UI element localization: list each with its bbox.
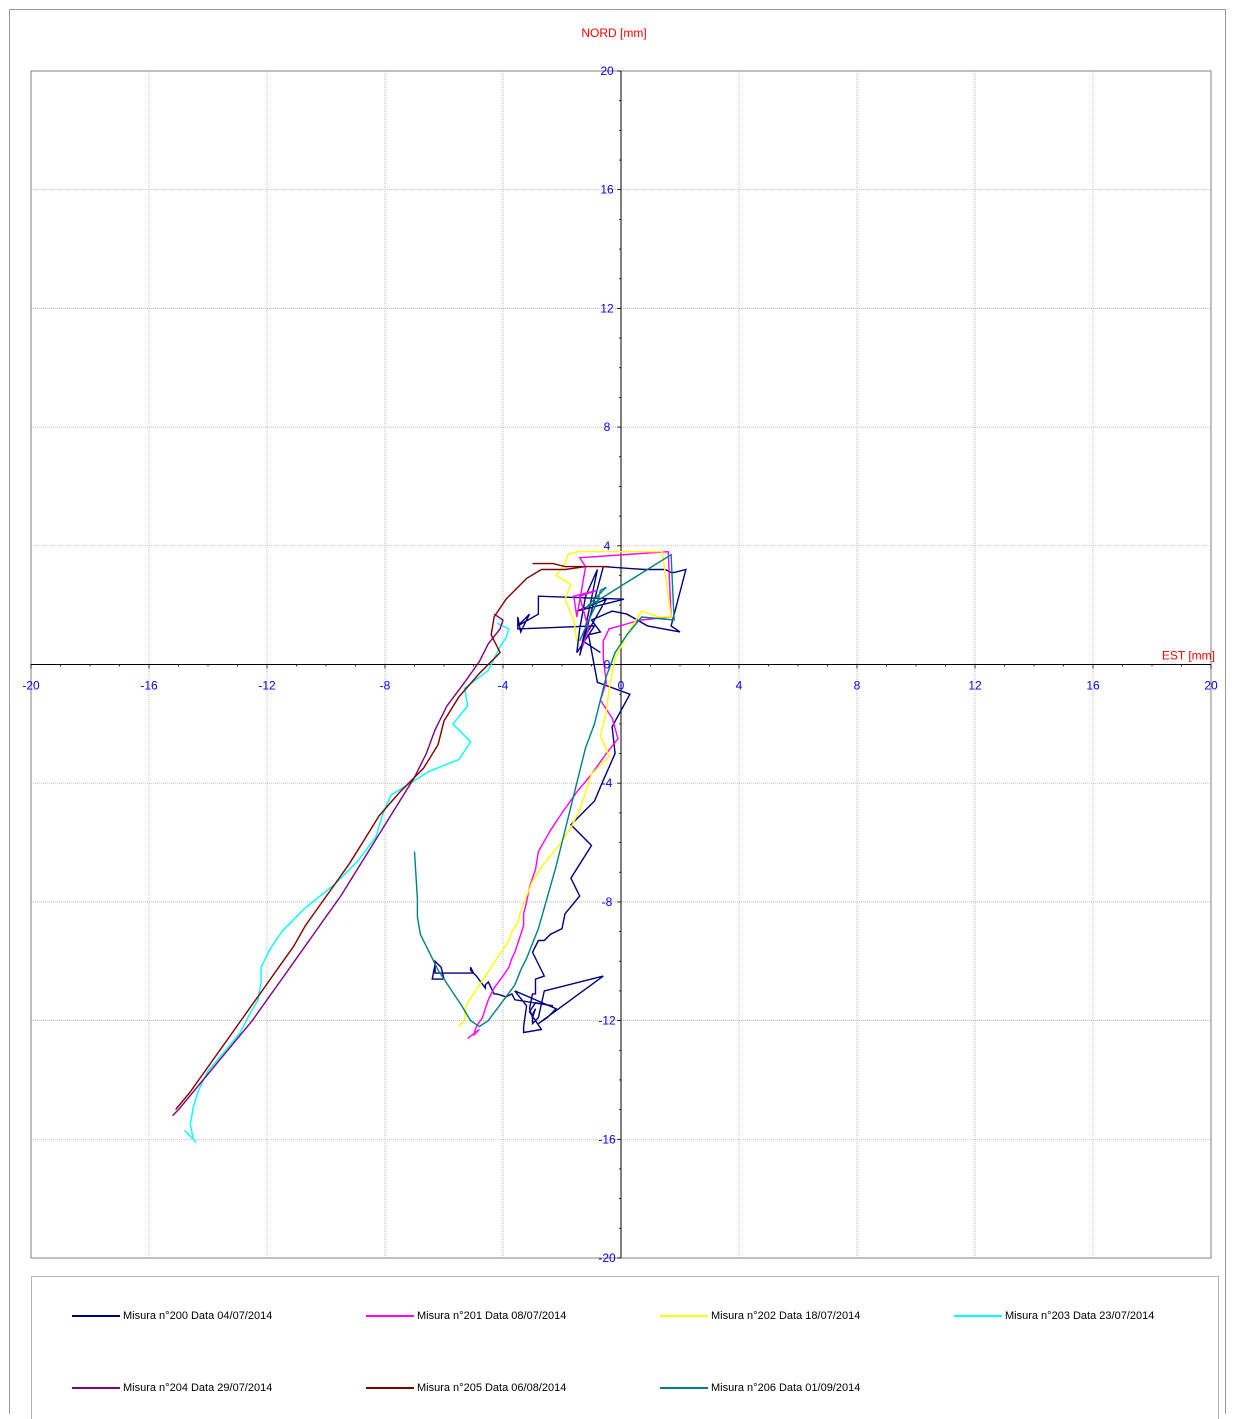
x-tick-label: 4 — [736, 679, 743, 693]
legend-swatch — [72, 1387, 120, 1389]
chart-frame — [9, 9, 1226, 1414]
x-tick-label: 8 — [854, 679, 861, 693]
y-tick-label: 12 — [600, 301, 614, 315]
legend-swatch — [72, 1315, 120, 1317]
series-layer — [172, 550, 687, 1143]
series-line-1 — [467, 550, 672, 1039]
x-tick-label: 12 — [968, 679, 982, 693]
x-tick-label: 16 — [1086, 679, 1100, 693]
y-tick-label: 16 — [600, 183, 614, 197]
legend-label: Misura n°202 Data 18/07/2014 — [711, 1310, 861, 1322]
legend-swatch — [366, 1387, 414, 1389]
x-tick-label: -8 — [380, 679, 391, 693]
x-tick-label: -20 — [22, 679, 40, 693]
legend-item: Misura n°203 Data 23/07/2014 — [954, 1308, 1154, 1324]
y-tick-label: -4 — [602, 776, 613, 790]
y-tick-label: 8 — [604, 420, 611, 434]
x-tick-label: -16 — [140, 679, 158, 693]
legend-label: Misura n°201 Data 08/07/2014 — [417, 1310, 567, 1322]
y-axis-label: NORD [mm] — [581, 26, 646, 40]
series-line-2 — [458, 551, 672, 1027]
legend-label: Misura n°200 Data 04/07/2014 — [123, 1310, 273, 1322]
legend-item: Misura n°204 Data 29/07/2014 — [72, 1380, 272, 1396]
legend-item: Misura n°205 Data 06/08/2014 — [366, 1380, 566, 1396]
series-line-5 — [175, 562, 610, 1111]
series-line-6 — [413, 553, 675, 1028]
legend-swatch — [366, 1315, 414, 1317]
legend: Misura n°200 Data 04/07/2014 Misura n°201… — [31, 1276, 1219, 1419]
x-tick-label: -12 — [258, 679, 276, 693]
legend-swatch — [660, 1387, 708, 1389]
axes — [30, 70, 1212, 1259]
legend-item: Misura n°201 Data 08/07/2014 — [366, 1308, 566, 1324]
x-tick-label: 0 — [618, 679, 625, 693]
y-tick-label: 4 — [604, 539, 611, 553]
y-tick-label: 0 — [604, 658, 611, 672]
legend-swatch — [954, 1315, 1002, 1317]
series-line-4 — [172, 613, 504, 1117]
legend-swatch — [660, 1315, 708, 1317]
y-tick-label: -20 — [598, 1251, 616, 1265]
legend-item: Misura n°206 Data 01/09/2014 — [660, 1380, 860, 1396]
x-tick-label: -4 — [498, 679, 509, 693]
tick-labels: -20 -16 -12 -8 -4 0 4 8 12 16 20 20 16 12 8 4 0 -4 -8 -12 -1… — [22, 64, 1218, 1265]
legend-item: Misura n°200 Data 04/07/2014 — [72, 1308, 272, 1324]
y-tick-label: 20 — [600, 64, 614, 78]
x-tick-label: 20 — [1204, 679, 1218, 693]
y-tick-label: -16 — [598, 1132, 616, 1146]
legend-label: Misura n°204 Data 29/07/2014 — [123, 1382, 273, 1394]
y-tick-label: -8 — [602, 895, 613, 909]
y-tick-label: -12 — [598, 1014, 616, 1028]
legend-item: Misura n°202 Data 18/07/2014 — [660, 1308, 860, 1324]
series-line-0 — [431, 565, 687, 1034]
legend-label: Misura n°206 Data 01/09/2014 — [711, 1382, 861, 1394]
legend-label: Misura n°205 Data 06/08/2014 — [417, 1382, 567, 1394]
legend-label: Misura n°203 Data 23/07/2014 — [1005, 1310, 1155, 1322]
x-axis-label: EST [mm] — [1162, 649, 1215, 663]
